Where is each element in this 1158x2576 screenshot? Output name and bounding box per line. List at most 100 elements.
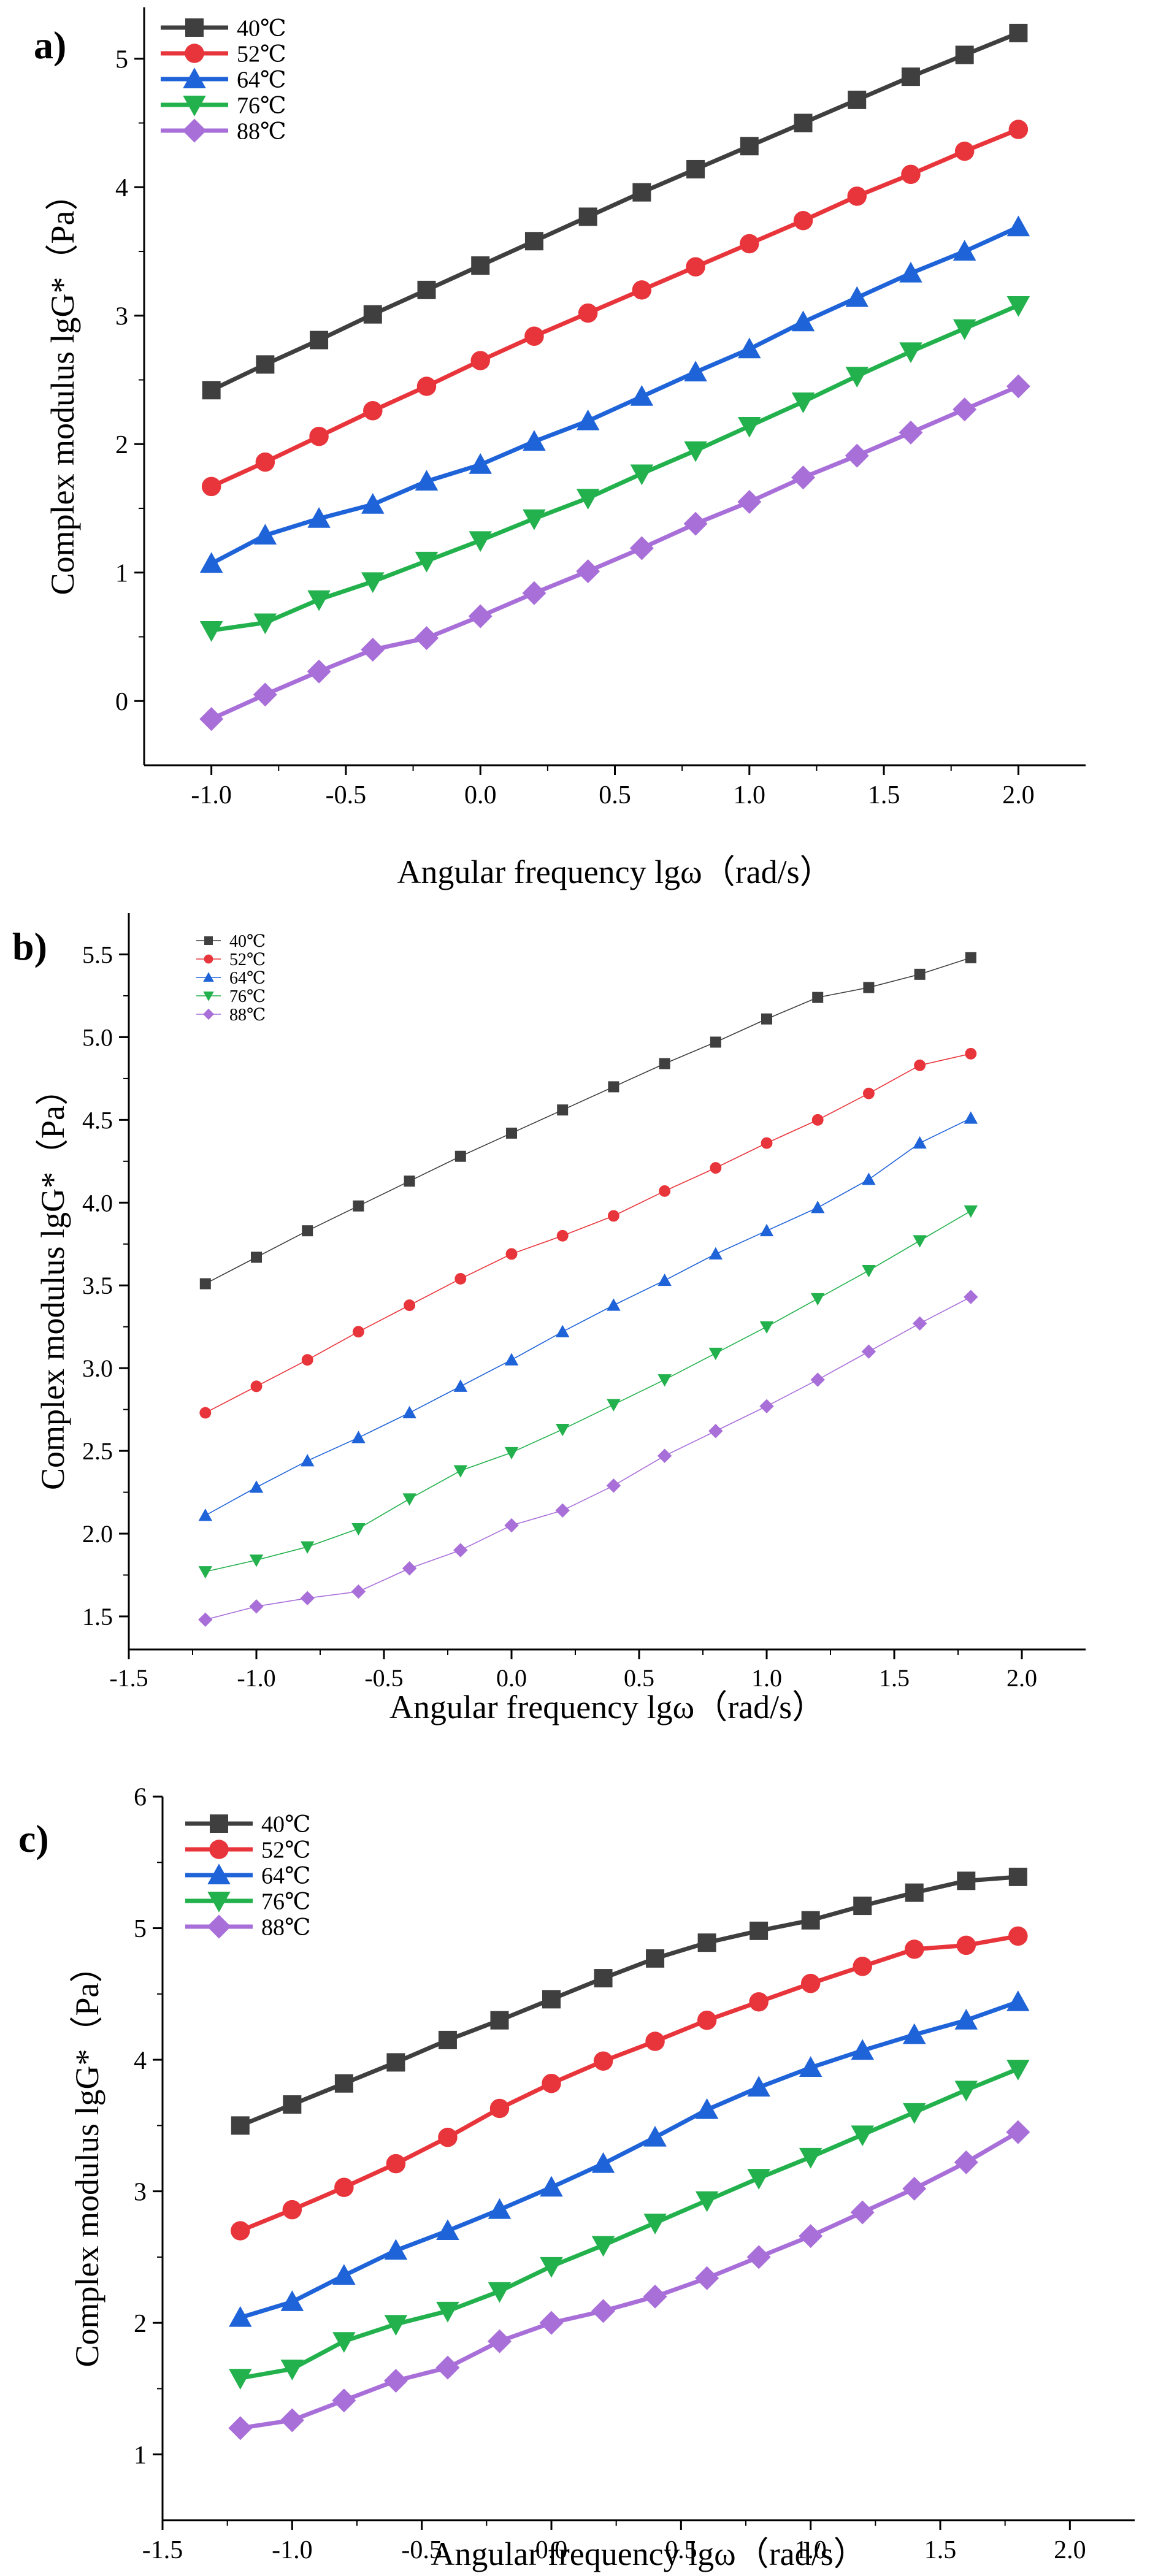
series-1: 40℃ — [196, 932, 976, 1290]
data-point — [417, 280, 436, 299]
data-point — [199, 707, 224, 732]
data-point — [453, 1379, 468, 1392]
data-point — [404, 1175, 415, 1187]
data-point — [695, 2266, 719, 2290]
data-point — [686, 257, 705, 277]
data-point — [957, 1871, 976, 1890]
data-point — [658, 1374, 672, 1387]
data-point — [607, 1399, 621, 1412]
data-point — [524, 326, 544, 346]
data-point — [471, 256, 490, 275]
data-point — [747, 2169, 770, 2190]
data-point — [964, 1290, 978, 1304]
y-tick-label: 6 — [134, 1784, 147, 1812]
data-point — [750, 1921, 769, 1940]
data-point — [632, 183, 651, 202]
legend-label: 88℃ — [237, 118, 286, 144]
series-line — [210, 31, 1019, 392]
data-point — [504, 1353, 519, 1366]
legend-label: 76℃ — [261, 1889, 311, 1914]
data-point — [436, 2301, 459, 2323]
data-point — [749, 1992, 769, 2012]
data-point — [761, 1013, 772, 1025]
data-point — [683, 511, 708, 536]
data-point — [710, 1162, 722, 1174]
data-point — [199, 552, 223, 573]
data-point — [847, 186, 867, 206]
legend-label: 88℃ — [229, 1006, 266, 1025]
data-point — [229, 2306, 252, 2327]
x-tick-label: 0.5 — [665, 2536, 697, 2564]
x-tick-label: 1.0 — [794, 2536, 827, 2564]
series-line — [205, 1053, 971, 1413]
legend-label: 52℃ — [261, 1837, 311, 1863]
series-5: 88℃ — [196, 1006, 978, 1627]
y-axis-label: Complex modulus lgG*（Pa） — [44, 177, 81, 595]
data-point — [695, 2191, 719, 2212]
data-point — [901, 67, 920, 86]
x-tick-label: 0.0 — [464, 781, 497, 809]
data-point — [307, 659, 331, 684]
series-4: 76℃ — [185, 1889, 1030, 2390]
data-point — [591, 2299, 616, 2323]
data-point — [438, 2030, 457, 2049]
data-point — [251, 1252, 262, 1263]
data-point — [280, 2360, 304, 2381]
data-point — [686, 159, 705, 178]
data-point — [965, 1047, 977, 1060]
data-point — [810, 1201, 825, 1213]
legend-label: 76℃ — [237, 93, 286, 118]
y-tick-label: 5 — [134, 1915, 147, 1943]
data-point — [794, 113, 813, 132]
x-tick-label: 1.5 — [924, 2536, 957, 2564]
data-point — [955, 45, 974, 64]
y-tick-label: 1 — [134, 2441, 147, 2469]
data-point — [791, 465, 815, 490]
y-tick-label: 4.0 — [82, 1189, 113, 1217]
data-point — [591, 2236, 615, 2257]
data-point — [953, 240, 976, 261]
x-tick-label: 2.0 — [1007, 1664, 1037, 1692]
data-point — [506, 1127, 517, 1139]
y-tick-label: 2 — [115, 431, 128, 459]
x-tick-label: -0.5 — [326, 781, 367, 809]
data-point — [250, 1380, 263, 1393]
data-point — [899, 342, 922, 364]
y-tick-label: 3.0 — [82, 1355, 113, 1382]
legend-marker — [185, 44, 204, 63]
data-point — [555, 1503, 570, 1518]
series-3: 64℃ — [161, 67, 1030, 573]
data-point — [708, 1424, 723, 1439]
data-point — [334, 2177, 354, 2197]
data-point — [253, 613, 277, 635]
data-point — [487, 2329, 512, 2353]
x-tick-label: -1.0 — [191, 781, 232, 809]
data-point — [253, 682, 277, 707]
data-point — [851, 2125, 874, 2147]
data-point — [198, 1508, 213, 1521]
data-point — [643, 2125, 667, 2147]
data-point — [791, 392, 815, 413]
legend-marker — [207, 1863, 231, 1884]
data-point — [746, 2245, 771, 2269]
legend-marker — [203, 992, 214, 1001]
data-point — [505, 1248, 518, 1260]
data-point — [402, 1405, 416, 1419]
data-point — [310, 331, 329, 350]
data-point — [351, 1431, 366, 1443]
data-point — [801, 1911, 820, 1930]
data-point — [812, 992, 824, 1003]
data-point — [280, 2408, 304, 2433]
data-point — [556, 1229, 569, 1242]
data-point — [710, 1036, 721, 1048]
data-point — [913, 1235, 927, 1248]
data-point — [761, 1137, 773, 1149]
data-point — [1007, 2060, 1030, 2081]
data-point — [851, 2039, 874, 2060]
data-point — [415, 551, 439, 573]
data-point — [899, 261, 922, 283]
data-point — [300, 1454, 315, 1467]
data-point — [198, 1566, 213, 1579]
data-point — [759, 1223, 774, 1237]
series-4: 76℃ — [196, 987, 978, 1579]
